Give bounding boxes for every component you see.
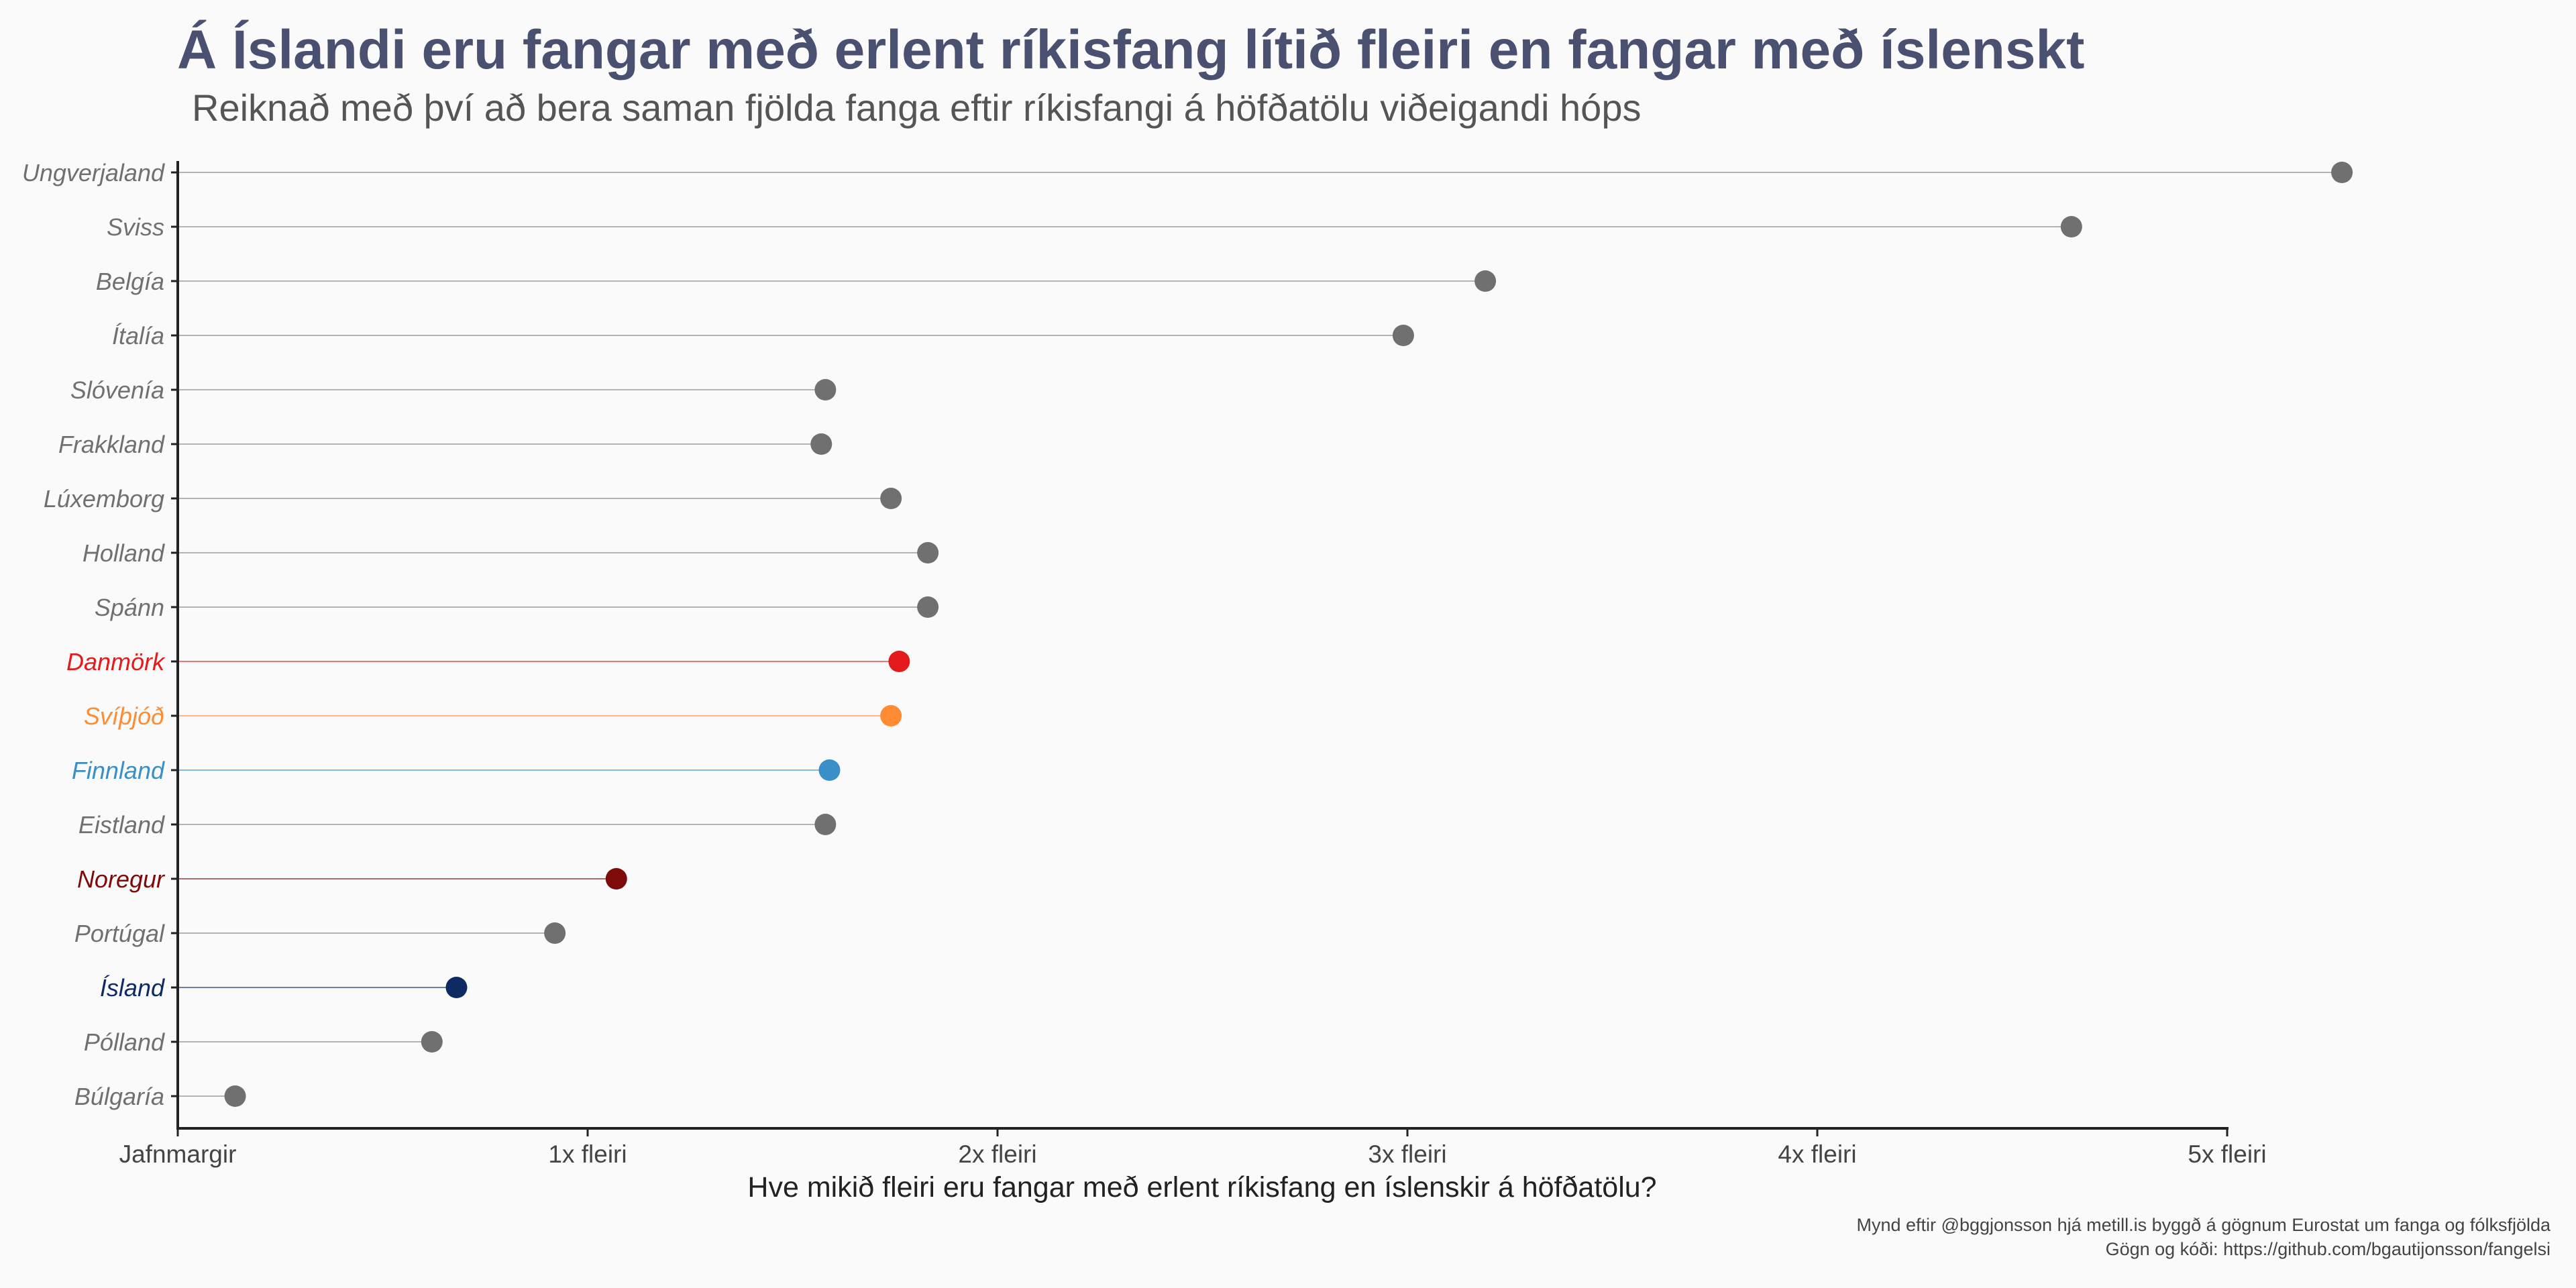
point-ungverjaland	[2331, 162, 2353, 183]
point-island	[445, 977, 468, 998]
caption-code: Gögn og kóði: https://github.com/bgautij…	[2105, 1239, 2551, 1259]
y-label-eistland: Eistland	[78, 811, 165, 839]
chart-title: Á Íslandi eru fangar með erlent ríkisfan…	[177, 19, 2085, 80]
x-axis-ticks: Jafnmargir 1x fleiri 2x fleiri 3x fleiri 4x …	[119, 1128, 2267, 1168]
y-label-finnland: Finnland	[72, 757, 165, 784]
y-label-sviss: Sviss	[107, 213, 164, 241]
point-polland	[421, 1031, 443, 1053]
y-label-belgia: Belgía	[96, 268, 164, 295]
y-label-bulgaria: Búlgaría	[74, 1083, 164, 1110]
caption-source: Mynd eftir @bggjonsson hjá metill.is byg…	[1856, 1215, 2551, 1235]
y-label-svi-jo-: Svíþjóð	[84, 702, 164, 730]
point-noregur	[605, 868, 627, 890]
x-tick-label-2: 1x fleiri	[548, 1140, 627, 1168]
y-label-ungverjaland: Ungverjaland	[22, 159, 165, 186]
y-label-polland: Pólland	[84, 1028, 165, 1056]
x-tick-label-6: 5x fleiri	[2188, 1140, 2266, 1168]
point-italia	[1392, 325, 1414, 346]
x-tick-label-4: 3x fleiri	[1368, 1140, 1446, 1168]
point-frakkland	[810, 433, 833, 455]
x-tick-label-1: Jafnmargir	[119, 1140, 237, 1168]
points	[224, 162, 2353, 1107]
point-sviss	[2060, 216, 2082, 237]
y-label-portugal: Portúgal	[74, 920, 165, 947]
y-label-holland: Holland	[83, 539, 165, 567]
point-slovenia	[814, 379, 837, 400]
stems	[178, 172, 2343, 1097]
point-luxemborg	[880, 488, 902, 509]
y-label-spann: Spánn	[95, 594, 164, 621]
point-finnland	[818, 759, 841, 781]
point-belgia	[1474, 270, 1497, 292]
point-spann	[917, 596, 939, 618]
point-holland	[917, 542, 939, 564]
y-label-island: Ísland	[100, 974, 165, 1002]
point-bulgaria	[224, 1085, 246, 1107]
x-axis-label: Hve mikið fleiri eru fangar með erlent r…	[747, 1171, 1656, 1203]
chart-subtitle: Reiknað með því að bera saman fjölda fan…	[192, 87, 1642, 129]
point-danmork	[888, 651, 910, 672]
point-portugal	[544, 922, 566, 944]
y-label-italia: Ítalía	[112, 322, 164, 350]
y-tick-labels: Ungverjaland Sviss Belgía Ítalía Slóvenía Fra…	[22, 159, 178, 1110]
y-label-frakkland: Frakkland	[58, 431, 165, 458]
x-tick-label-5: 4x fleiri	[1778, 1140, 1856, 1168]
y-label-slovenia: Slóvenía	[70, 376, 164, 404]
point-eistland	[814, 814, 837, 835]
y-label-luxemborg: Lúxemborg	[44, 485, 164, 513]
point-svi-jo-	[880, 705, 902, 727]
y-label-noregur: Noregur	[77, 865, 166, 893]
x-tick-label-3: 2x fleiri	[958, 1140, 1036, 1168]
y-label-danmork: Danmörk	[66, 648, 166, 676]
